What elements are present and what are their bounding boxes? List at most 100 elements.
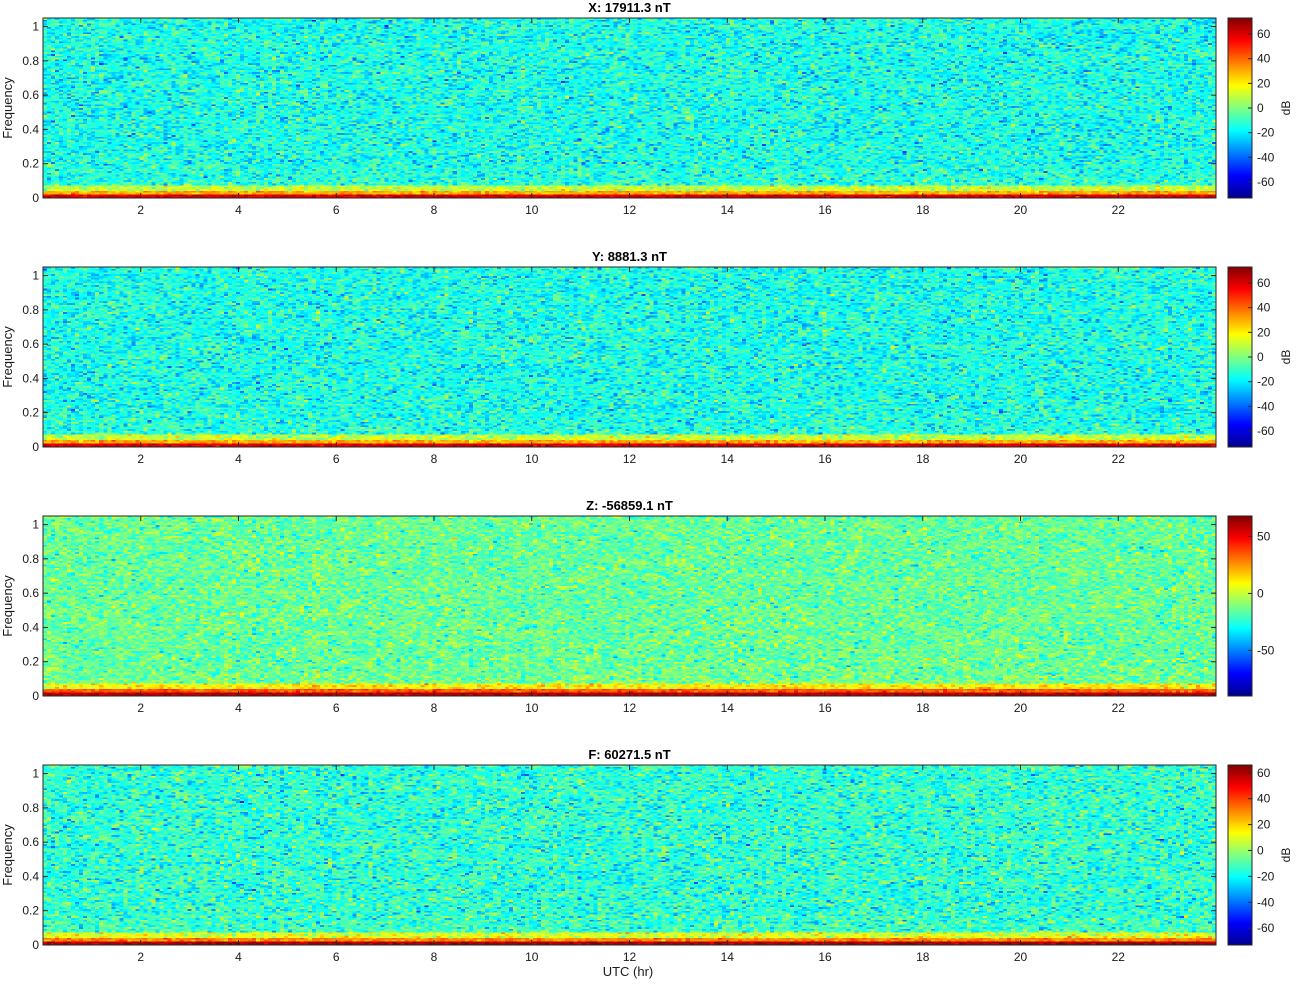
y-tick-label: 0 xyxy=(32,440,39,454)
y-tick-label: 0.2 xyxy=(22,655,39,669)
x-axis-label: UTC (hr) xyxy=(603,964,654,979)
panel-title: Z: -56859.1 nT xyxy=(586,498,673,513)
colorbar-tick-label: -50 xyxy=(1257,643,1275,657)
panel-title: X: 17911.3 nT xyxy=(588,0,670,15)
y-tick-label: 1 xyxy=(32,518,39,532)
colorbar-tick-label: 60 xyxy=(1257,766,1271,780)
y-tick-label: 0.2 xyxy=(22,406,39,420)
x-tick-label: 16 xyxy=(818,701,832,715)
x-tick-label: 2 xyxy=(137,203,144,217)
panel-title: F: 60271.5 nT xyxy=(588,747,670,762)
x-tick-label: 16 xyxy=(818,203,832,217)
colorbar-tick-label: 60 xyxy=(1257,276,1271,290)
x-tick-label: 4 xyxy=(235,950,242,964)
x-tick-label: 4 xyxy=(235,701,242,715)
y-tick-label: 0.8 xyxy=(22,303,39,317)
colorbar-label: dB xyxy=(1279,101,1293,116)
y-tick-label: 0.8 xyxy=(22,54,39,68)
x-tick-label: 12 xyxy=(623,203,637,217)
colorbar-tick-label: -20 xyxy=(1257,869,1275,883)
x-tick-label: 14 xyxy=(721,203,735,217)
x-tick-label: 6 xyxy=(333,452,340,466)
y-tick-label: 0.6 xyxy=(22,586,39,600)
colorbar-tick-label: 0 xyxy=(1257,350,1264,364)
y-tick-label: 0.8 xyxy=(22,801,39,815)
spectrogram-panel: Y: 8881.3 nT2 4 6 8 10 12 14 16 18 20 2200.20.40.6… xyxy=(0,249,1293,466)
x-tick-label: 8 xyxy=(431,203,438,217)
x-tick-label: 18 xyxy=(916,203,930,217)
y-tick-label: 1 xyxy=(32,767,39,781)
x-tick-label: 12 xyxy=(623,950,637,964)
colorbar-tick-label: -40 xyxy=(1257,150,1275,164)
colorbar-tick-label: -60 xyxy=(1257,921,1275,935)
colorbar-tick-label: 0 xyxy=(1257,843,1264,857)
colorbar-tick-label: 40 xyxy=(1257,792,1271,806)
colorbar xyxy=(1227,515,1253,697)
spectrogram-panel: X: 17911.3 nT2 4 6 8 10 12 14 16 18 20 2200.20.40.… xyxy=(0,0,1293,217)
spectrogram-panel: F: 60271.5 nT2 4 6 8 10 12 14 16 18 20 2200.20.40.… xyxy=(0,747,1293,964)
colorbar xyxy=(1227,764,1253,946)
x-tick-label: 2 xyxy=(137,701,144,715)
y-axis-label: Frequency xyxy=(0,77,15,139)
x-tick-label: 22 xyxy=(1112,452,1126,466)
y-axis-label: Frequency xyxy=(0,575,15,637)
colorbar-label: dB xyxy=(1279,350,1293,365)
colorbar-tick-label: 40 xyxy=(1257,52,1271,66)
x-tick-label: 6 xyxy=(333,950,340,964)
colorbar-tick-label: -60 xyxy=(1257,175,1275,189)
x-tick-label: 14 xyxy=(721,950,735,964)
x-tick-label: 2 xyxy=(137,950,144,964)
colorbar-tick-label: 0 xyxy=(1257,101,1264,115)
spectrogram-panel: Z: -56859.1 nT2 4 6 8 10 12 14 16 18 20 2200.20.40… xyxy=(0,498,1275,715)
x-tick-label: 16 xyxy=(818,452,832,466)
colorbar-tick-label: 20 xyxy=(1257,818,1271,832)
y-tick-label: 0 xyxy=(32,191,39,205)
x-tick-label: 6 xyxy=(333,701,340,715)
y-tick-label: 0.6 xyxy=(22,88,39,102)
colorbar-tick-label: -60 xyxy=(1257,424,1275,438)
x-tick-label: 20 xyxy=(1014,950,1028,964)
spectrogram-heatmap xyxy=(43,765,1216,945)
y-tick-label: 0.4 xyxy=(22,869,39,883)
colorbar-tick-label: 20 xyxy=(1257,325,1271,339)
colorbar-tick-label: 50 xyxy=(1257,530,1271,544)
x-tick-label: 14 xyxy=(721,452,735,466)
x-tick-label: 2 xyxy=(137,452,144,466)
x-tick-label: 6 xyxy=(333,203,340,217)
spectrogram-heatmap xyxy=(43,18,1216,198)
x-tick-label: 10 xyxy=(525,203,539,217)
y-tick-label: 0.4 xyxy=(22,371,39,385)
y-tick-label: 0.2 xyxy=(22,904,39,918)
x-tick-label: 14 xyxy=(721,701,735,715)
y-tick-label: 0 xyxy=(32,689,39,703)
y-axis-label: Frequency xyxy=(0,824,15,886)
x-tick-label: 10 xyxy=(525,452,539,466)
y-tick-label: 0.4 xyxy=(22,122,39,136)
colorbar-tick-label: -20 xyxy=(1257,126,1275,140)
colorbar-tick-label: 60 xyxy=(1257,27,1271,41)
y-axis-label: Frequency xyxy=(0,326,15,388)
x-tick-label: 8 xyxy=(431,701,438,715)
x-tick-label: 18 xyxy=(916,701,930,715)
x-tick-label: 20 xyxy=(1014,203,1028,217)
y-tick-label: 0.6 xyxy=(22,337,39,351)
y-tick-label: 0.2 xyxy=(22,157,39,171)
y-tick-label: 0.8 xyxy=(22,552,39,566)
y-tick-label: 1 xyxy=(32,269,39,283)
x-tick-label: 22 xyxy=(1112,950,1126,964)
x-tick-label: 20 xyxy=(1014,701,1028,715)
x-tick-label: 18 xyxy=(916,950,930,964)
y-tick-label: 0.4 xyxy=(22,620,39,634)
x-tick-label: 8 xyxy=(431,950,438,964)
x-tick-label: 16 xyxy=(818,950,832,964)
colorbar-tick-label: -40 xyxy=(1257,895,1275,909)
colorbar-tick-label: 0 xyxy=(1257,586,1264,600)
x-tick-label: 8 xyxy=(431,452,438,466)
x-tick-label: 12 xyxy=(623,452,637,466)
spectrogram-heatmap xyxy=(43,516,1216,696)
x-tick-label: 18 xyxy=(916,452,930,466)
x-tick-label: 22 xyxy=(1112,203,1126,217)
x-tick-label: 10 xyxy=(525,701,539,715)
